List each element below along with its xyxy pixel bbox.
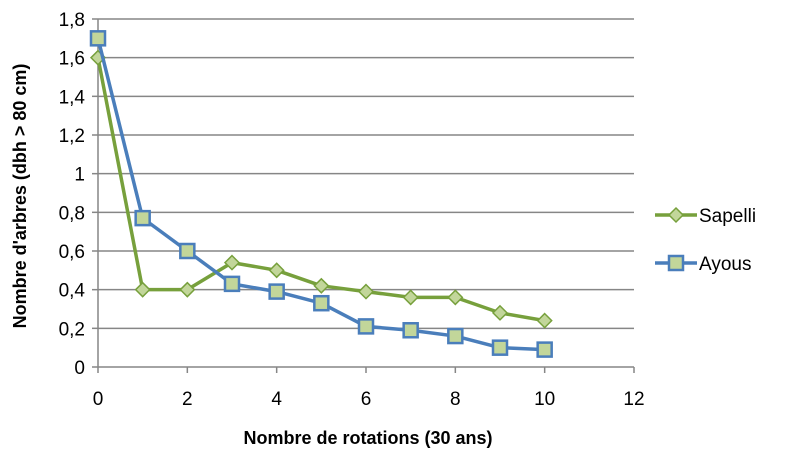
legend-label-sapelli: Sapelli [699,206,756,227]
y-tick-label: 0,8 [59,203,85,224]
data-point-ayous [491,339,509,356]
x-axis-title: Nombre de rotations (30 ans) [243,428,492,448]
data-point-ayous [89,30,107,47]
data-point-ayous [179,242,196,260]
data-point-ayous [313,294,330,312]
y-tick-label: 1,2 [59,126,85,147]
x-tick-label: 4 [271,389,282,410]
data-series [89,30,553,358]
data-point-ayous [536,341,553,358]
y-tick-label: 0 [74,358,85,379]
data-point-ayous [402,322,419,339]
x-tick-label: 8 [450,389,461,410]
axes [92,18,635,373]
legend-label-ayous: Ayous [699,254,751,275]
data-point-sapelli [223,254,241,271]
data-point-sapelli [536,312,553,329]
y-tick-label: 1,6 [59,49,85,70]
y-axis-title: Nombre d'arbres (dbh > 80 cm) [10,64,30,329]
data-point-sapelli [134,281,151,298]
gridlines [98,18,634,330]
legend-marker-sapelli [667,206,685,224]
data-point-sapelli [402,289,419,306]
data-point-ayous [357,318,375,335]
x-tick-label: 2 [182,389,193,410]
x-tick-label: 10 [534,389,555,410]
y-tick-label: 1,4 [59,87,86,108]
y-tick-label: 0,4 [59,281,86,302]
legend-marker-ayous [667,254,685,272]
y-tick-label: 0,6 [59,242,85,263]
data-point-sapelli [491,304,509,321]
x-tick-label: 6 [361,389,372,410]
data-point-sapelli [447,289,464,306]
data-point-ayous [223,275,241,293]
x-tick-labels: 0 2 4 6 8 10 12 [93,389,645,410]
y-tick-labels: 0 0,2 0,4 0,6 0,8 1 1,2 1,4 1,6 1,8 [59,10,86,379]
data-point-sapelli [179,281,196,298]
x-tick-label: 0 [93,389,104,410]
legend: Sapelli Ayous [655,206,756,275]
x-tick-label: 12 [623,389,644,410]
data-point-ayous [447,327,464,345]
data-point-sapelli [268,262,285,279]
y-tick-label: 0,2 [59,319,85,340]
y-tick-label: 1,8 [59,10,85,31]
data-point-sapelli [313,277,330,294]
data-point-ayous [134,209,151,227]
y-tick-label: 1 [74,165,85,186]
data-point-sapelli [357,283,375,300]
data-point-ayous [268,283,285,300]
